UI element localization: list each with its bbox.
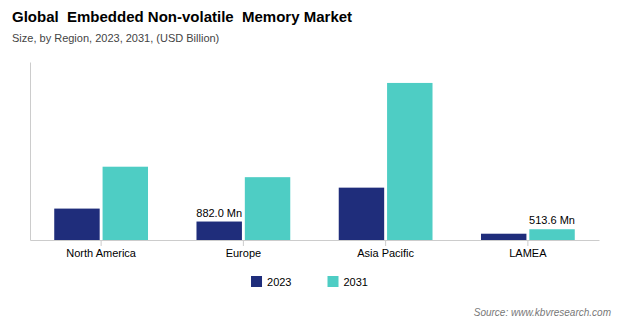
subtitle: Size, by Region, 2023, 2031, (USD Billio… — [12, 32, 219, 44]
y-axis-line — [30, 63, 31, 241]
bar — [339, 188, 384, 240]
title: Global Embedded Non-volatile Memory Mark… — [12, 8, 352, 25]
legend-item: 2023 — [251, 276, 291, 288]
x-tick-line — [527, 240, 528, 246]
bar — [196, 222, 241, 240]
x-tick-line — [101, 240, 102, 246]
y-axis — [30, 63, 31, 241]
x-tick: Asia Pacific — [357, 240, 414, 259]
x-tick-line — [385, 240, 386, 246]
bar — [387, 83, 432, 240]
x-tick-label: North America — [66, 247, 137, 259]
bar — [245, 177, 290, 240]
annotation: 882.0 Mn — [196, 207, 242, 219]
bar-series — [103, 83, 575, 240]
plot-area — [54, 83, 575, 240]
x-axis-line — [31, 240, 600, 241]
bar — [54, 209, 99, 240]
bar — [529, 229, 574, 240]
x-tick-label: Europe — [226, 247, 261, 259]
x-tick-line — [243, 240, 244, 246]
x-tick-label: Asia Pacific — [357, 247, 414, 259]
x-tick: LAMEA — [509, 240, 547, 259]
legend-label: 2023 — [267, 276, 291, 288]
legend: 2023 2031 — [251, 276, 368, 288]
legend-swatch — [328, 276, 339, 287]
bar — [103, 167, 148, 240]
x-tick: North America — [66, 240, 137, 259]
chart: Global Embedded Non-volatile Memory Mark… — [0, 0, 619, 322]
source: Source: www.kbvresearch.com — [474, 307, 611, 318]
legend-item: 2031 — [328, 276, 368, 288]
annotation: 513.6 Mn — [529, 214, 575, 226]
x-tick: Europe — [226, 240, 261, 259]
legend-swatch — [251, 276, 262, 287]
bar — [481, 234, 526, 240]
x-axis: North America Europe Asia Pacific LAMEA — [31, 240, 600, 259]
x-tick-label: LAMEA — [509, 247, 547, 259]
legend-label: 2031 — [344, 276, 368, 288]
